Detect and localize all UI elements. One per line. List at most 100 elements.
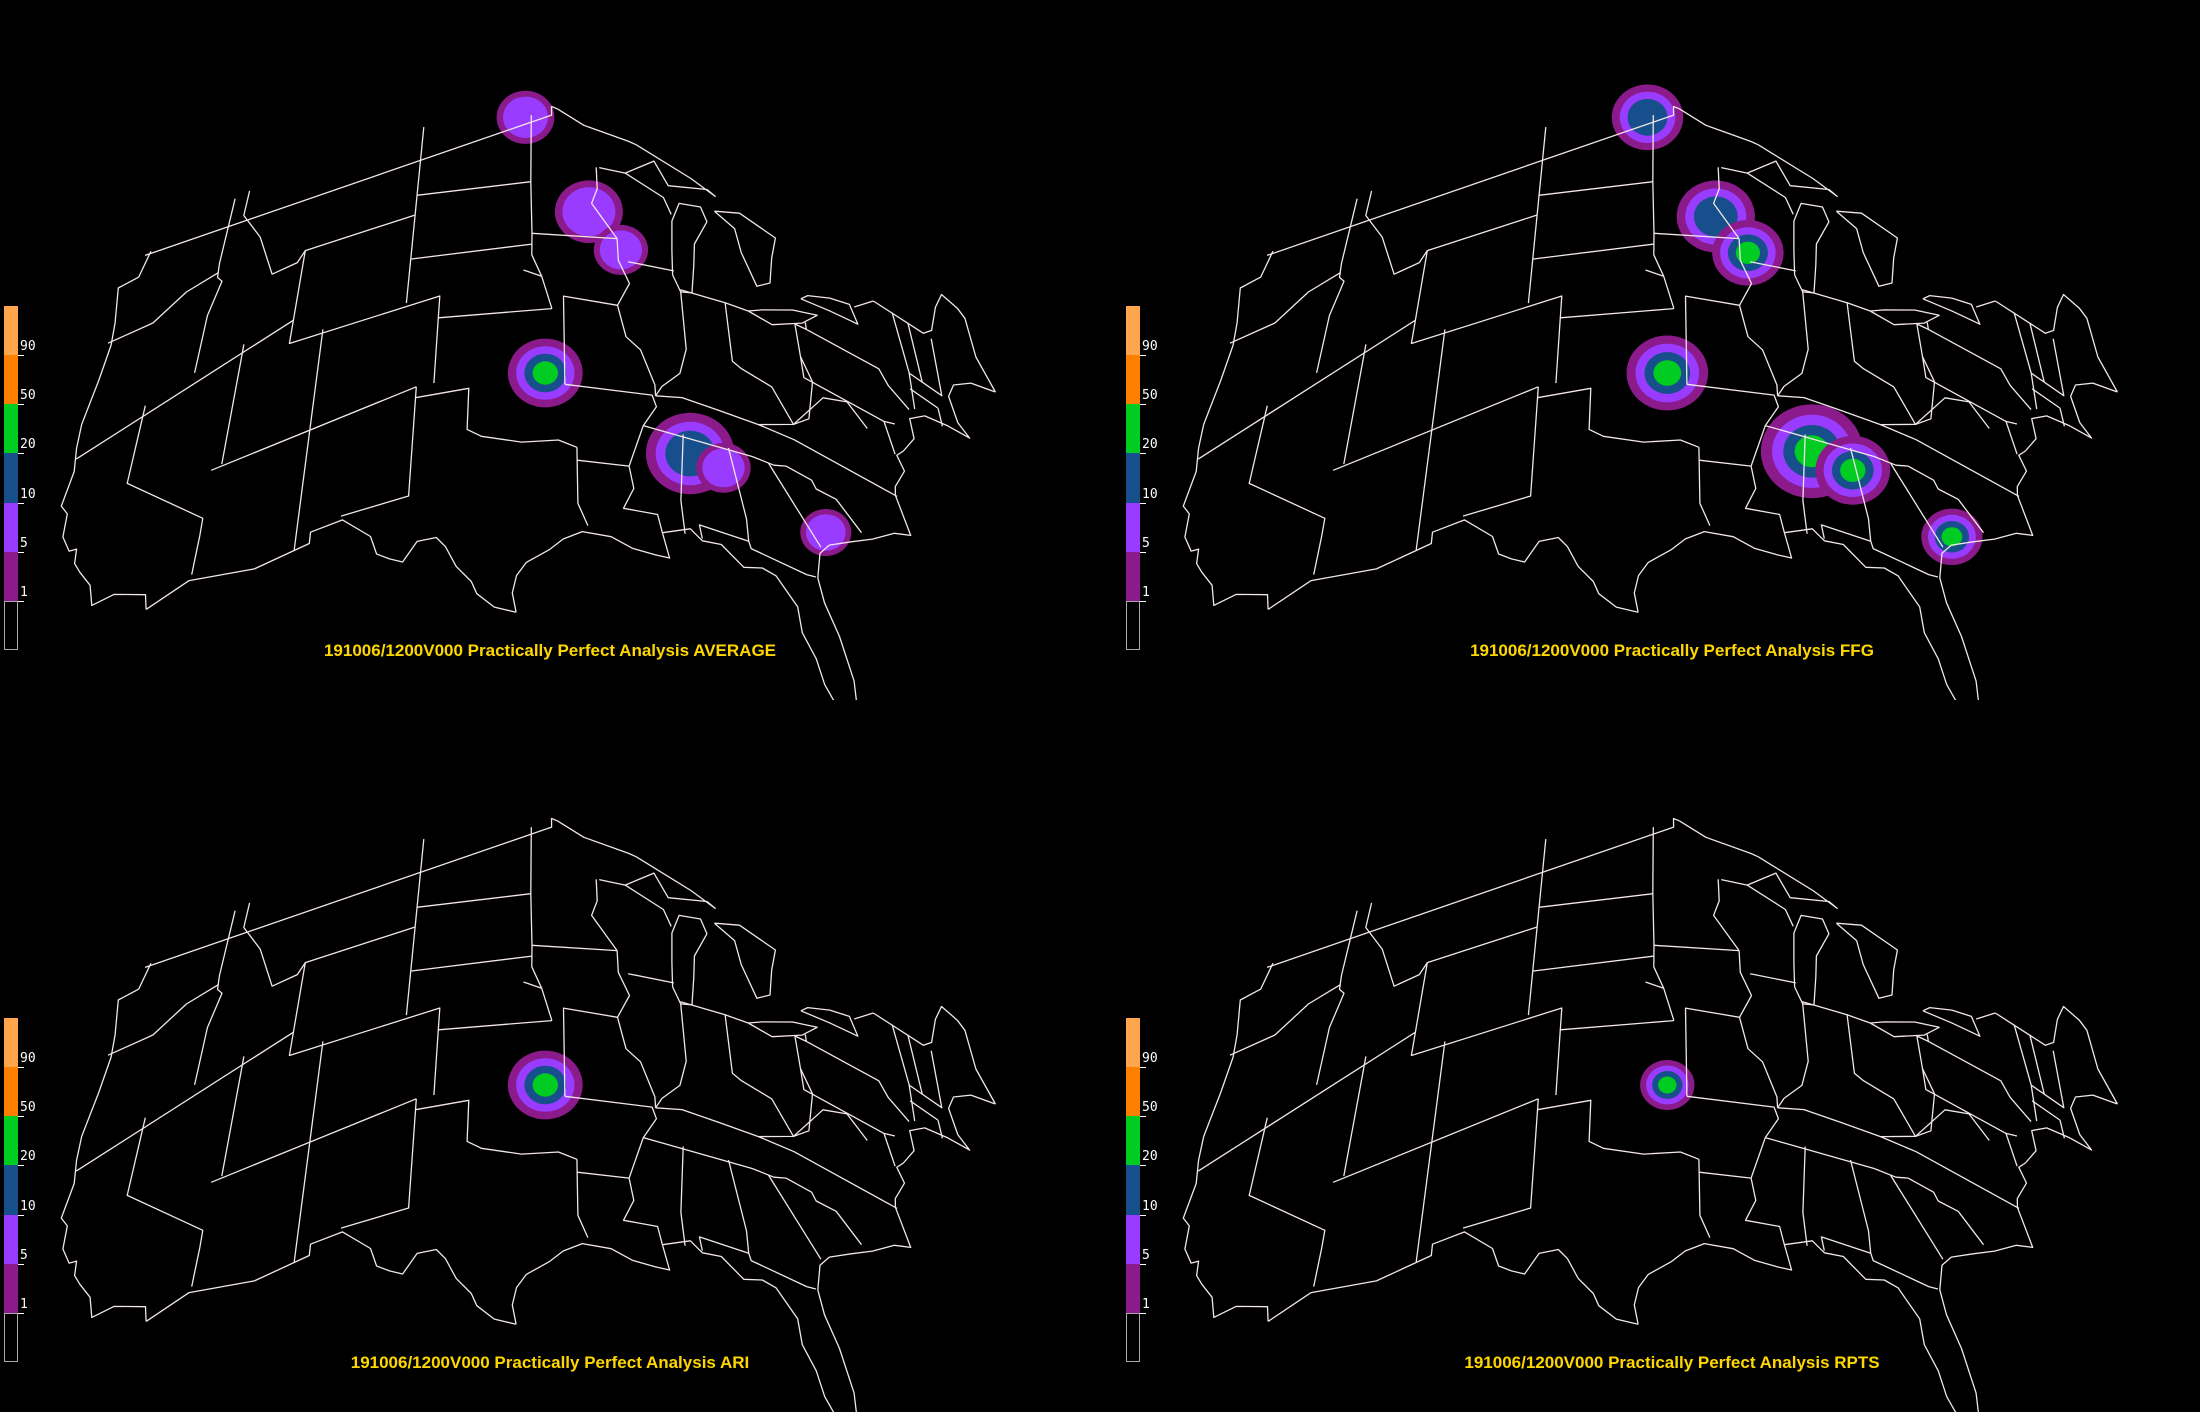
boundary-line	[1976, 1013, 1995, 1019]
legend-tick	[18, 552, 24, 553]
map-canvas	[1122, 0, 2200, 700]
probability-contour	[508, 1051, 583, 1120]
contour-ring	[702, 448, 744, 487]
boundary-line	[1198, 320, 1415, 459]
boundary-line	[1890, 1175, 1943, 1259]
boundary-line	[618, 305, 656, 396]
contour-ring	[533, 361, 558, 384]
boundary-line	[656, 1002, 687, 1108]
legend-swatch	[1126, 1165, 1140, 1214]
legend-label: 1	[1142, 1298, 1150, 1311]
boundary-line	[1778, 1108, 2020, 1209]
boundary-line	[1890, 463, 1943, 547]
legend-tick	[1140, 404, 1146, 405]
legend-swatch	[4, 1215, 18, 1264]
legend-label: 20	[20, 438, 36, 451]
legend-tick	[18, 1264, 24, 1265]
boundary-line	[434, 1030, 438, 1095]
legend-label: 90	[20, 1052, 36, 1065]
probability-contour	[1612, 85, 1683, 151]
contour-ring	[503, 97, 548, 138]
boundary-line	[628, 974, 674, 983]
legend-tick	[18, 1116, 24, 1117]
legend-tick	[1140, 1116, 1146, 1117]
boundary-line	[1794, 915, 1829, 1004]
legend-label: 5	[20, 537, 28, 550]
boundary-line	[884, 421, 895, 454]
boundary-line	[1803, 1147, 1807, 1246]
boundary-line	[592, 879, 618, 950]
boundary-line	[1836, 923, 1897, 998]
boundary-line	[768, 1175, 821, 1259]
boundary-line	[656, 1108, 898, 1209]
boundary-line	[768, 463, 821, 547]
legend-swatch	[1126, 1215, 1140, 1264]
boundary-line	[61, 251, 151, 609]
boundary-line	[146, 520, 516, 612]
legend-tick	[18, 1215, 24, 1216]
boundary-line	[1699, 460, 1751, 466]
boundary-line	[1317, 911, 1358, 1085]
boundary-line	[289, 251, 552, 344]
boundary-line	[145, 819, 557, 968]
boundary-line	[801, 1069, 895, 1136]
map-caption: 191006/1200V000 Practically Perfect Anal…	[0, 1353, 1100, 1373]
legend-swatch	[1126, 1264, 1140, 1313]
map-canvas	[0, 712, 1100, 1412]
boundary-line	[1803, 1002, 1871, 1023]
contour-ring	[1840, 459, 1865, 482]
boundary-line	[531, 827, 552, 1021]
boundary-line	[873, 295, 995, 393]
boundary-line	[341, 1099, 416, 1228]
boundary-line	[1183, 251, 1273, 609]
legend-swatch	[4, 404, 18, 453]
boundary-line	[1267, 819, 1679, 968]
boundary-line	[1836, 211, 1897, 286]
boundary-line	[1654, 945, 1739, 950]
boundary-line	[599, 145, 715, 197]
boundary-line	[1416, 1041, 1445, 1262]
probability-contour	[1921, 509, 1982, 565]
boundary-line	[617, 951, 629, 1018]
legend-tick	[18, 453, 24, 454]
legend-label: 50	[20, 1101, 36, 1114]
boundary-line	[145, 107, 557, 256]
boundary-line	[577, 1172, 629, 1178]
boundary-line	[1411, 251, 1674, 344]
boundary-line	[417, 894, 531, 908]
boundary-line	[146, 1232, 516, 1324]
legend-label: 90	[1142, 340, 1158, 353]
legend-label: 20	[1142, 438, 1158, 451]
boundary-line	[1714, 879, 1740, 950]
boundary-line	[2060, 1120, 2064, 1138]
boundary-line	[244, 191, 415, 274]
boundary-line	[1366, 903, 1537, 986]
boundary-line	[531, 115, 552, 309]
boundary-line	[1803, 290, 1871, 311]
legend-label: 10	[20, 488, 36, 501]
boundary-line	[1765, 1138, 1874, 1169]
boundary-line	[1750, 974, 1796, 983]
legend-swatch	[4, 453, 18, 502]
boundary-line	[1928, 1041, 2031, 1121]
boundary-line	[1230, 272, 1341, 343]
boundary-line	[1249, 1118, 1325, 1287]
boundary-line	[127, 1118, 203, 1287]
map-caption: 191006/1200V000 Practically Perfect Anal…	[1122, 641, 2200, 661]
legend-swatch	[4, 552, 18, 601]
boundary-line	[108, 984, 219, 1055]
boundary-line	[406, 839, 423, 1015]
boundary-line	[1740, 305, 1778, 396]
boundary-line	[2006, 421, 2017, 454]
boundary-line	[195, 199, 236, 373]
legend-tick	[1140, 355, 1146, 356]
boundary-line	[672, 203, 707, 292]
boundary-line	[699, 1160, 748, 1253]
map-caption: 191006/1200V000 Practically Perfect Anal…	[0, 641, 1100, 661]
legend-label: 5	[1142, 1249, 1150, 1262]
boundary-line	[1995, 1007, 2117, 1105]
legend-label: 10	[20, 1200, 36, 1213]
boundary-line	[1847, 1015, 1934, 1137]
